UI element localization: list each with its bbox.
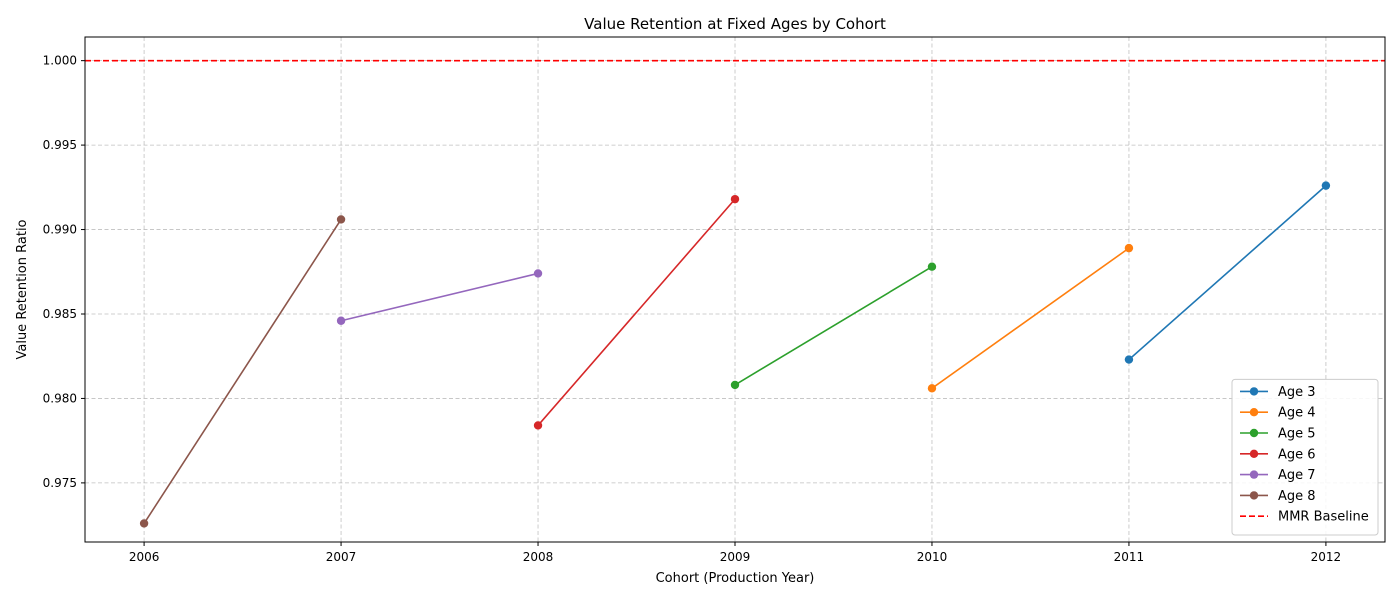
data-point: [1321, 181, 1331, 190]
data-point: [730, 194, 740, 204]
legend-marker: [1249, 491, 1259, 500]
y-axis-label: Value Retention Ratio: [15, 219, 30, 359]
x-axis-label: Cohort (Production Year): [656, 571, 815, 586]
legend-label: Age 5: [1278, 427, 1316, 442]
data-point: [927, 262, 937, 271]
y-tick-label: 0.990: [43, 223, 77, 237]
x-tick-label: 2007: [326, 550, 357, 564]
y-axis-ticks: 0.975 0.980 0.985 0.990 0.995 1.000: [43, 54, 85, 490]
legend-item: Age 8: [1240, 489, 1316, 504]
data-point: [1124, 355, 1134, 364]
x-tick-label: 2011: [1114, 550, 1145, 564]
x-tick-label: 2012: [1311, 550, 1342, 564]
data-point: [336, 215, 346, 224]
series-line: [1128, 185, 1327, 361]
series-line: [734, 266, 933, 386]
legend-item: Age 7: [1240, 468, 1316, 483]
series-age-3: [1124, 181, 1331, 364]
legend-item: Age 6: [1240, 447, 1316, 462]
data-point: [139, 519, 149, 528]
legend-label: Age 6: [1278, 447, 1316, 462]
legend-marker: [1249, 449, 1259, 458]
legend-marker: [1249, 428, 1259, 438]
data-point: [533, 421, 543, 430]
legend-marker: [1249, 387, 1259, 396]
data-point: [730, 380, 740, 390]
legend-label: Age 7: [1278, 468, 1316, 483]
y-tick-label: 1.000: [43, 54, 77, 68]
data-point: [336, 316, 346, 325]
legend-item: Age 5: [1240, 427, 1316, 442]
series-line: [537, 198, 736, 426]
data-point: [533, 269, 543, 278]
y-tick-label: 0.980: [43, 391, 77, 405]
y-tick-label: 0.975: [43, 476, 77, 490]
chart-title: Value Retention at Fixed Ages by Cohort: [584, 15, 886, 33]
legend: Age 3 Age 4 Age 5 Age 6 Age 7 Age 8 MMR Baseli…: [1231, 378, 1379, 536]
legend-label: Age 3: [1278, 385, 1316, 400]
grid-lines: [85, 37, 1385, 542]
data-point: [927, 384, 937, 393]
series-line: [931, 247, 1130, 389]
series-line: [340, 272, 539, 322]
series-age-5: [730, 262, 937, 390]
y-tick-label: 0.995: [43, 138, 77, 152]
x-tick-label: 2009: [720, 550, 751, 564]
legend-marker: [1249, 470, 1259, 479]
legend-label: Age 4: [1278, 406, 1316, 421]
legend-box: [1231, 378, 1379, 536]
x-tick-label: 2008: [523, 550, 554, 564]
legend-item: MMR Baseline: [1240, 510, 1369, 525]
series-age-6: [533, 194, 740, 430]
series-age-4: [927, 243, 1134, 393]
series-line: [143, 218, 342, 524]
x-tick-label: 2006: [129, 550, 160, 564]
x-axis-ticks: 2006 2007 2008 2009 2010 2011 2012: [129, 542, 1341, 564]
legend-marker: [1249, 408, 1259, 417]
legend-item: Age 4: [1240, 406, 1316, 421]
legend-item: Age 3: [1240, 385, 1316, 400]
series-age-8: [139, 215, 346, 528]
series-age-7: [336, 269, 543, 325]
data-point: [1124, 243, 1134, 253]
legend-label: MMR Baseline: [1278, 510, 1369, 525]
legend-label: Age 8: [1278, 489, 1316, 504]
data-series: [139, 181, 1331, 528]
x-tick-label: 2010: [917, 550, 948, 564]
y-tick-label: 0.985: [43, 307, 77, 321]
